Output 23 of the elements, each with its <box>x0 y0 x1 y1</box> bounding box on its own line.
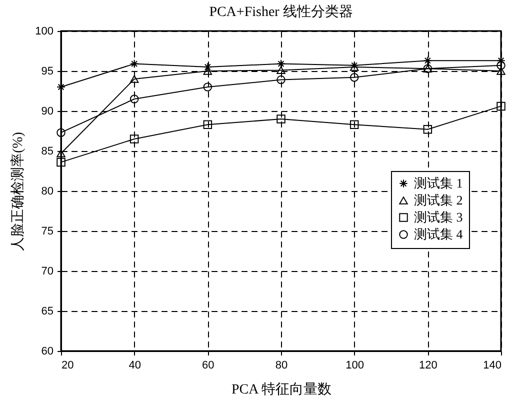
x-tick-label: 100 <box>346 360 364 372</box>
y-tick-label: 75 <box>41 226 54 238</box>
legend-label: 测试集 4 <box>414 226 464 242</box>
y-tick-label: 100 <box>35 26 54 38</box>
y-tick-label: 80 <box>41 186 54 198</box>
y-tick-label: 90 <box>41 106 54 118</box>
x-tick-label: 140 <box>483 360 502 372</box>
x-axis-title: PCA 特征向量数 <box>232 382 332 398</box>
y-axis-title: 人脸正确检测率(%) <box>10 132 26 251</box>
y-tick-label: 70 <box>41 266 54 278</box>
legend-label: 测试集 1 <box>414 176 463 190</box>
legend-label: 测试集 3 <box>414 210 463 224</box>
x-tick-label: 40 <box>128 360 141 372</box>
x-tick-label: 60 <box>202 360 214 372</box>
legend-label: 测试集 2 <box>414 192 463 208</box>
x-tick-label: 120 <box>418 360 438 372</box>
x-tick-label: 80 <box>275 360 288 372</box>
chart-title: PCA+Fisher 线性分类器 <box>209 4 353 20</box>
y-tick-label: 85 <box>41 146 54 158</box>
y-tick-label: 60 <box>41 346 54 358</box>
y-tick-label: 95 <box>41 66 54 78</box>
y-tick-label: 65 <box>41 306 54 318</box>
x-tick-label: 20 <box>62 360 74 372</box>
